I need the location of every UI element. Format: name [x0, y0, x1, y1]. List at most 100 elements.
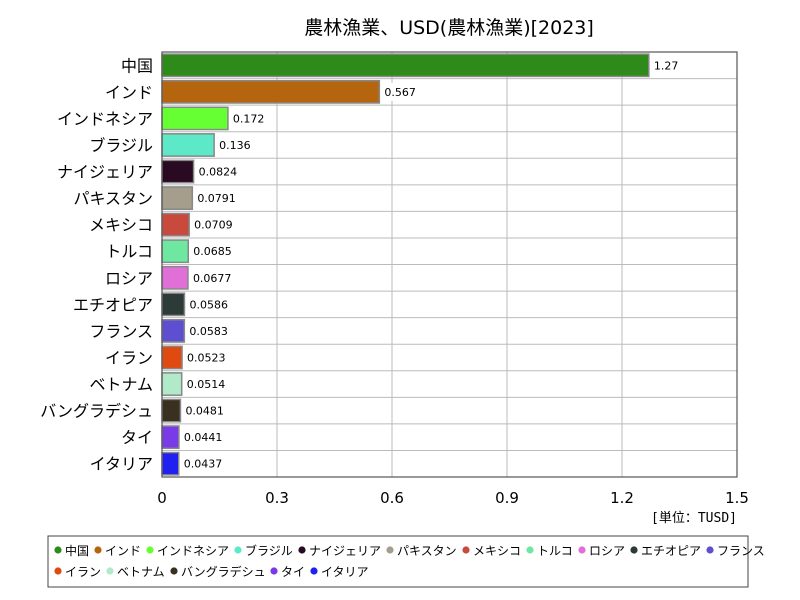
x-tick-label: 0.9: [495, 489, 519, 507]
legend-label: インドネシア: [157, 544, 229, 558]
legend-marker: [170, 567, 178, 575]
category-label: 中国: [121, 56, 153, 75]
bar: [161, 79, 381, 104]
value-label: 0.0437: [184, 458, 223, 471]
value-label: 0.172: [233, 112, 265, 125]
legend-box: [47, 535, 749, 588]
unit-label: [単位：TUSD]: [651, 510, 737, 526]
value-label: 1.27: [654, 59, 679, 72]
bar: [161, 319, 186, 343]
bar: [161, 239, 190, 264]
value-label-bg: [184, 348, 232, 367]
value-label: 0.0523: [187, 351, 226, 364]
legend-marker: [310, 567, 318, 575]
value-label: 0.567: [384, 86, 416, 99]
legend-marker: [630, 546, 638, 554]
value-label-bg: [381, 82, 422, 101]
value-label: 0.0481: [185, 405, 224, 418]
x-tick-label: 1.2: [610, 489, 634, 507]
value-label-bg: [229, 109, 271, 128]
value-label-bg: [180, 454, 229, 473]
bar: [161, 265, 189, 290]
chart-title: 農林漁業、USD(農林漁業)[2023]: [304, 17, 594, 39]
legend: 中国 インド インドネシア ブラジル ナイジェリア パキスタン メキシコ トルコ ロシア エチオピ…: [54, 543, 765, 579]
legend-label: フランス: [717, 544, 765, 558]
category-label: ナイジェリア: [57, 163, 153, 182]
category-label: パキスタン: [73, 189, 153, 208]
value-label-bg: [183, 375, 232, 394]
legend-label: メキシコ: [473, 544, 521, 558]
legend-marker: [386, 546, 394, 554]
bar: [161, 212, 190, 237]
value-label-bg: [180, 428, 229, 447]
category-label: バングラデシュ: [40, 402, 153, 421]
legend-label: タイ: [281, 565, 305, 579]
legend-marker: [298, 546, 306, 554]
legend-marker: [578, 546, 586, 554]
legend-label: ブラジル: [245, 543, 293, 558]
x-tick-label: 0: [157, 489, 167, 507]
legend-marker: [234, 546, 242, 554]
category-label: ロシア: [105, 269, 153, 288]
bar: [161, 425, 180, 450]
value-label-bg: [650, 56, 685, 75]
value-label-bg: [186, 295, 234, 314]
bar: [161, 345, 183, 370]
value-label-bg: [189, 268, 238, 287]
bar: [161, 292, 186, 317]
legend-label: イラン: [65, 565, 101, 579]
bars: [161, 53, 650, 476]
value-labels: 1.27 0.567 0.172 0.136 0.0824 0.0791 0.0709 0.0…: [180, 56, 685, 473]
legend-marker: [526, 546, 534, 554]
bar: [161, 53, 650, 78]
legend-label: ナイジェリア: [309, 544, 381, 558]
legend-marker: [54, 567, 62, 575]
x-tick-label: 0.3: [265, 489, 289, 507]
category-label: エチオピア: [73, 295, 153, 314]
legend-marker: [706, 546, 714, 554]
bar: [161, 159, 195, 184]
value-label-bg: [194, 189, 242, 208]
category-label: トルコ: [105, 242, 153, 261]
legend-marker: [462, 546, 470, 554]
value-label: 0.0791: [197, 192, 236, 205]
category-labels: 中国インドインドネシアブラジルナイジェリアパキスタンメキシコトルコロシアエチオピ…: [40, 56, 153, 473]
legend-label: エチオピア: [641, 544, 701, 558]
bar: [161, 106, 229, 131]
x-tick-labels: 0 0.3 0.6 0.9 1.2 1.5: [157, 489, 749, 507]
legend-marker: [270, 567, 278, 575]
bar: [161, 133, 215, 157]
category-label: ブラジル: [89, 136, 153, 155]
value-label: 0.0514: [187, 378, 226, 391]
category-label: ベトナム: [89, 375, 153, 394]
bar: [161, 451, 180, 476]
value-label: 0.0685: [193, 245, 232, 258]
bar: [161, 398, 182, 423]
category-label: フランス: [89, 322, 153, 341]
value-label-bg: [191, 215, 239, 234]
legend-marker: [94, 546, 102, 554]
plot-frame: [161, 51, 738, 478]
value-label: 0.0677: [193, 272, 232, 285]
bar: [161, 186, 194, 210]
value-label-bg: [186, 321, 234, 340]
value-label-bg: [190, 242, 238, 261]
legend-marker: [54, 546, 62, 554]
value-label: 0.136: [219, 139, 251, 152]
x-tick-label: 0.6: [380, 489, 404, 507]
legend-marker: [106, 567, 114, 575]
x-tick-label: 1.5: [725, 489, 749, 507]
value-label: 0.0583: [189, 325, 228, 338]
legend-label: 中国: [65, 543, 89, 558]
category-label: インドネシア: [57, 109, 153, 128]
grid-lines: [162, 52, 737, 477]
category-label: メキシコ: [89, 216, 153, 235]
category-label: イラン: [105, 348, 153, 367]
legend-label: バングラデシュ: [181, 564, 266, 579]
value-label: 0.0709: [194, 219, 233, 232]
legend-label: パキスタン: [397, 544, 457, 558]
value-label: 0.0441: [184, 431, 223, 444]
legend-label: インド: [105, 544, 141, 558]
legend-label: ベトナム: [117, 565, 165, 579]
